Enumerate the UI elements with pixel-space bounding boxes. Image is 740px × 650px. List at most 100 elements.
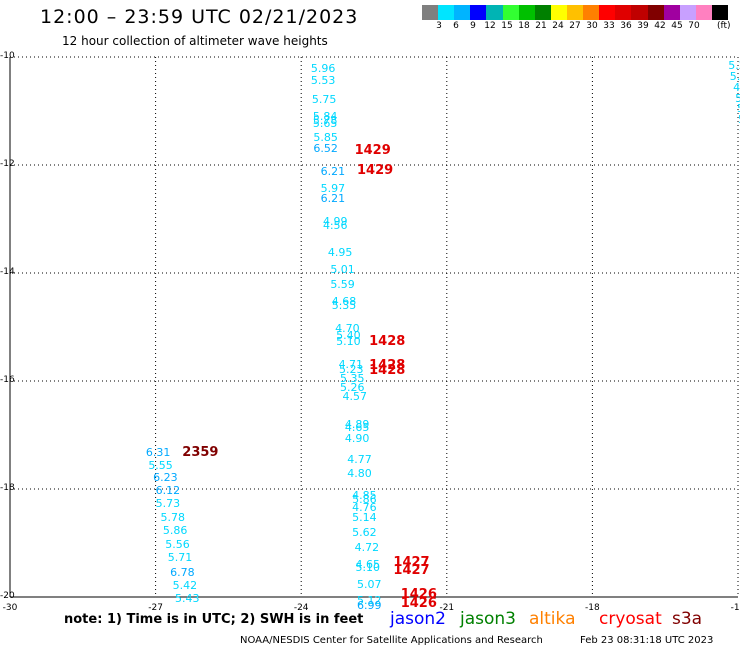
legend-swatch: [599, 5, 616, 20]
swh-label: 5.59: [330, 277, 355, 291]
swh-label: 5.71: [167, 550, 193, 564]
y-tick-label: -10: [0, 51, 15, 61]
swh-label: 5.43: [175, 592, 200, 606]
legend-swatch: [663, 5, 680, 20]
swh-label: 4.85: [352, 489, 377, 503]
legend-swatch: [566, 5, 584, 20]
pass-time-label: 1429: [354, 142, 391, 158]
pass-time-label: 1428: [369, 357, 406, 373]
swh-label: 5.26: [340, 381, 365, 395]
legend-swatch: [518, 5, 535, 20]
y-tick-label: -18: [0, 483, 15, 493]
swh-label: 5.07: [357, 577, 382, 591]
swh-label: 5.53: [310, 73, 336, 87]
x-tick-label: -27: [148, 603, 163, 613]
swh-label: 4.70: [335, 322, 360, 336]
pass-time-label: 1428: [369, 333, 406, 349]
legend-tick-label: 9: [470, 21, 476, 31]
swh-label: 5.35: [340, 372, 365, 386]
legend-swatch: [438, 5, 455, 20]
swh-label: 5.23: [339, 363, 364, 377]
footer-timestamp: Feb 23 08:31:18 UTC 2023: [580, 635, 714, 646]
satellite-altika: altika: [529, 609, 576, 629]
pass-time-label: 1427: [393, 563, 430, 578]
legend-swatch: [486, 5, 503, 20]
swh-label: 5.14: [352, 511, 377, 525]
swh-label: 5.10: [355, 561, 381, 575]
legend-swatch: [679, 5, 696, 20]
legend-swatch: [534, 5, 551, 20]
swh-label: 6.99: [357, 599, 382, 613]
satellite-s3a: s3a: [672, 609, 703, 629]
legend-swatch: [502, 5, 519, 20]
swh-label: 4.71: [338, 357, 364, 371]
swh-label: 6.21: [320, 192, 346, 206]
swh-label: 4.89: [344, 418, 370, 432]
pass-time-label: 1426: [400, 587, 437, 603]
legend-tick-label: 24: [552, 21, 564, 31]
legend-swatch: [470, 5, 487, 20]
legend-swatch: [583, 5, 600, 20]
swh-label: 6.12: [155, 484, 181, 498]
legend-tick-label: 21: [535, 21, 547, 31]
swh-label: 4.68: [331, 295, 357, 309]
swh-label: 5.65: [312, 117, 338, 131]
swh-label: 5.42: [172, 579, 198, 593]
swh-label: 5.07: [729, 69, 740, 83]
y-tick-label: -14: [0, 267, 15, 277]
swh-label: 4.77: [347, 453, 372, 467]
legend-tick-label: 30: [586, 21, 598, 31]
legend-swatch: [454, 5, 471, 20]
swh-label: 4.95: [327, 246, 353, 260]
swh-label: 4.72: [354, 541, 380, 555]
swh-label: 6.23: [153, 471, 178, 485]
swh-label: 6.52: [313, 141, 338, 155]
swh-label: 5.97: [320, 181, 346, 195]
legend-swatch: [615, 5, 632, 20]
swh-label: 4.76: [352, 500, 377, 514]
swh-label: 5.86: [162, 523, 188, 537]
legend-tick-label: 3: [436, 21, 442, 31]
legend-swatch: [695, 5, 712, 20]
chart-subtitle: 12 hour collection of altimeter wave hei…: [62, 34, 328, 48]
swh-label: 5.35: [331, 299, 357, 313]
swh-label: 4.80: [347, 466, 372, 480]
legend-tick-label: 39: [637, 21, 649, 31]
swh-label: 5.56: [165, 538, 190, 552]
legend-swatch: [550, 5, 567, 20]
satellite-jason3: jason3: [460, 609, 516, 629]
legend-swatch: [422, 5, 439, 20]
legend-swatch: [711, 5, 729, 20]
swh-label: 5.84: [312, 110, 338, 124]
y-tick-label: -16: [0, 375, 15, 385]
swh-label: 4.93: [733, 80, 740, 94]
legend-tick-label: 33: [603, 21, 615, 31]
swh-label: 4.56: [323, 219, 348, 233]
swh-label: 6.21: [320, 165, 346, 179]
swh-label: 5.: [739, 122, 740, 133]
y-tick-label: -12: [0, 159, 15, 169]
satellite-jason2: jason2: [390, 609, 446, 629]
swh-label: 4.65: [355, 557, 381, 571]
pass-time-label: 2359: [182, 445, 219, 461]
swh-label: 5.62: [352, 526, 377, 540]
legend-tick-label: 18: [518, 21, 530, 31]
legend-tick-label: 70: [688, 21, 700, 31]
swh-label: 4.57: [342, 389, 367, 403]
swh-label: 5.55: [148, 458, 173, 472]
swh-label: 6.31: [145, 446, 171, 460]
swh-label: 4.90: [344, 431, 370, 445]
swh-label: 5.10: [336, 334, 361, 348]
satellite-cryosat: cryosat: [599, 609, 662, 629]
swh-label: 4.65: [344, 421, 370, 435]
legend-tick-label: 36: [620, 21, 632, 31]
pass-time-label: 1429: [357, 163, 394, 179]
legend-swatch: [631, 5, 648, 20]
swh-label: 5.1: [737, 103, 740, 114]
color-legend: [422, 5, 729, 20]
legend-swatch: [647, 5, 664, 20]
pass-time-label: 1427: [393, 554, 430, 570]
swh-label: 5.75: [311, 93, 337, 107]
legend-tick-label: 27: [569, 21, 581, 31]
